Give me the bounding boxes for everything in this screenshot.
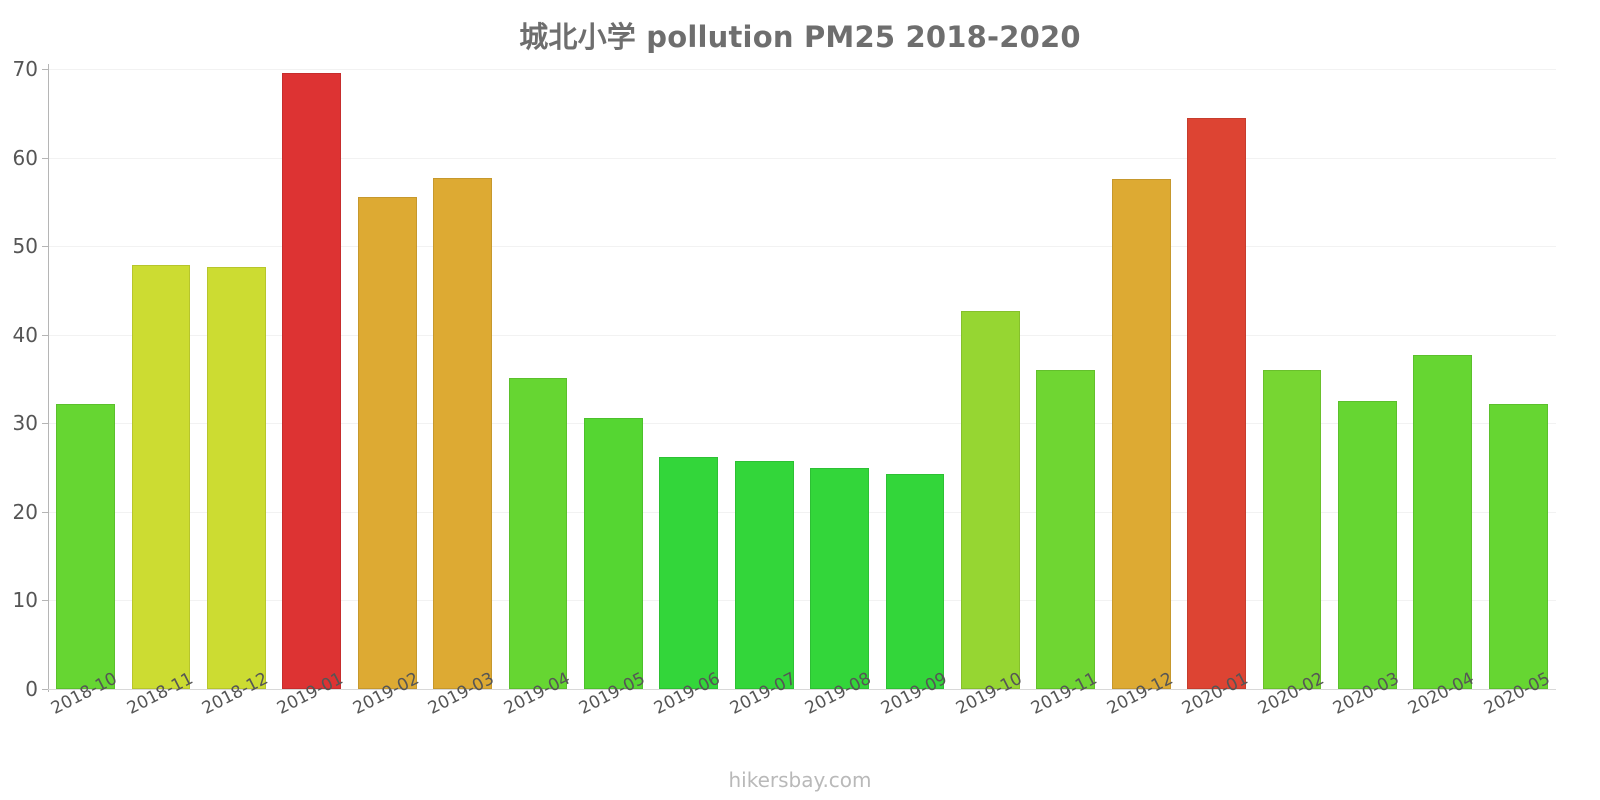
y-tick-label: 60 [12, 145, 38, 170]
y-tick-mark [42, 246, 49, 248]
bar[interactable] [56, 403, 116, 689]
bar[interactable] [1413, 355, 1473, 689]
x-axis-baseline [48, 689, 1556, 690]
bar[interactable] [357, 197, 417, 689]
y-tick-mark [42, 689, 49, 690]
y-axis-line [48, 64, 49, 692]
gridline [48, 423, 1556, 425]
y-tick-mark [42, 600, 49, 602]
bar[interactable] [1187, 117, 1247, 689]
bar[interactable] [885, 473, 945, 689]
bar[interactable] [282, 73, 342, 689]
bar[interactable] [1338, 401, 1397, 689]
bar[interactable] [734, 460, 794, 689]
bar[interactable] [433, 177, 493, 689]
y-tick-label: 30 [12, 411, 38, 436]
y-tick-mark [42, 423, 49, 425]
gridline [48, 600, 1556, 602]
y-tick-label: 20 [12, 499, 38, 524]
bar[interactable] [659, 456, 719, 689]
bar[interactable] [584, 417, 643, 689]
gridline [48, 511, 1556, 513]
y-tick-mark [42, 511, 49, 513]
y-tick-label: 40 [12, 322, 38, 347]
bar[interactable] [1262, 370, 1322, 689]
bar[interactable] [131, 264, 191, 689]
y-tick-label: 50 [12, 234, 38, 259]
y-tick-mark [42, 157, 49, 159]
footer-credit: hikersbay.com [728, 768, 872, 792]
y-tick-mark [42, 334, 49, 336]
bar[interactable] [810, 468, 870, 689]
bar[interactable] [1036, 370, 1096, 689]
gridline [48, 157, 1556, 159]
y-tick-mark [42, 69, 49, 70]
gridline [48, 69, 1556, 70]
bar[interactable] [1488, 403, 1548, 689]
bar[interactable] [961, 310, 1020, 689]
bar[interactable] [1111, 178, 1171, 689]
bar[interactable] [508, 378, 568, 689]
y-tick-label: 0 [25, 677, 38, 701]
gridline [48, 334, 1556, 336]
bars-container [48, 0, 1556, 800]
bar[interactable] [207, 267, 266, 689]
y-tick-label: 70 [12, 57, 38, 81]
x-axis-labels: 2018-10 2018-11 2018-12 2019-01 2019-02 2019-… [48, 669, 1556, 779]
y-tick-label: 10 [12, 588, 38, 613]
chart-title: 城北小学 pollution PM25 2018-2020 [519, 20, 1081, 54]
gridline [48, 246, 1556, 248]
